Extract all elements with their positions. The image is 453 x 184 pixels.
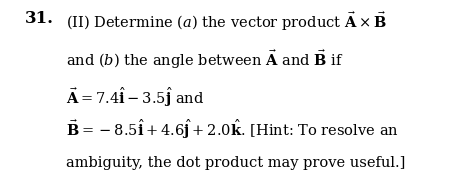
Text: 31.: 31. xyxy=(25,10,54,27)
Text: (II) Determine $(a)$ the vector product $\vec{\mathbf{A}} \times \vec{\mathbf{B}: (II) Determine $(a)$ the vector product … xyxy=(66,10,386,33)
Text: $\vec{\mathbf{A}} = 7.4\hat{\mathbf{i}} - 3.5\hat{\mathbf{j}}$ and: $\vec{\mathbf{A}} = 7.4\hat{\mathbf{i}} … xyxy=(66,86,204,109)
Text: $\vec{\mathbf{B}} = -8.5\hat{\mathbf{i}} + 4.6\hat{\mathbf{j}} + 2.0\hat{\mathbf: $\vec{\mathbf{B}} = -8.5\hat{\mathbf{i}}… xyxy=(66,118,399,141)
Text: ambiguity, the dot product may prove useful.]: ambiguity, the dot product may prove use… xyxy=(66,156,405,170)
Text: and $(b)$ the angle between $\vec{\mathbf{A}}$ and $\vec{\mathbf{B}}$ if: and $(b)$ the angle between $\vec{\mathb… xyxy=(66,48,343,71)
